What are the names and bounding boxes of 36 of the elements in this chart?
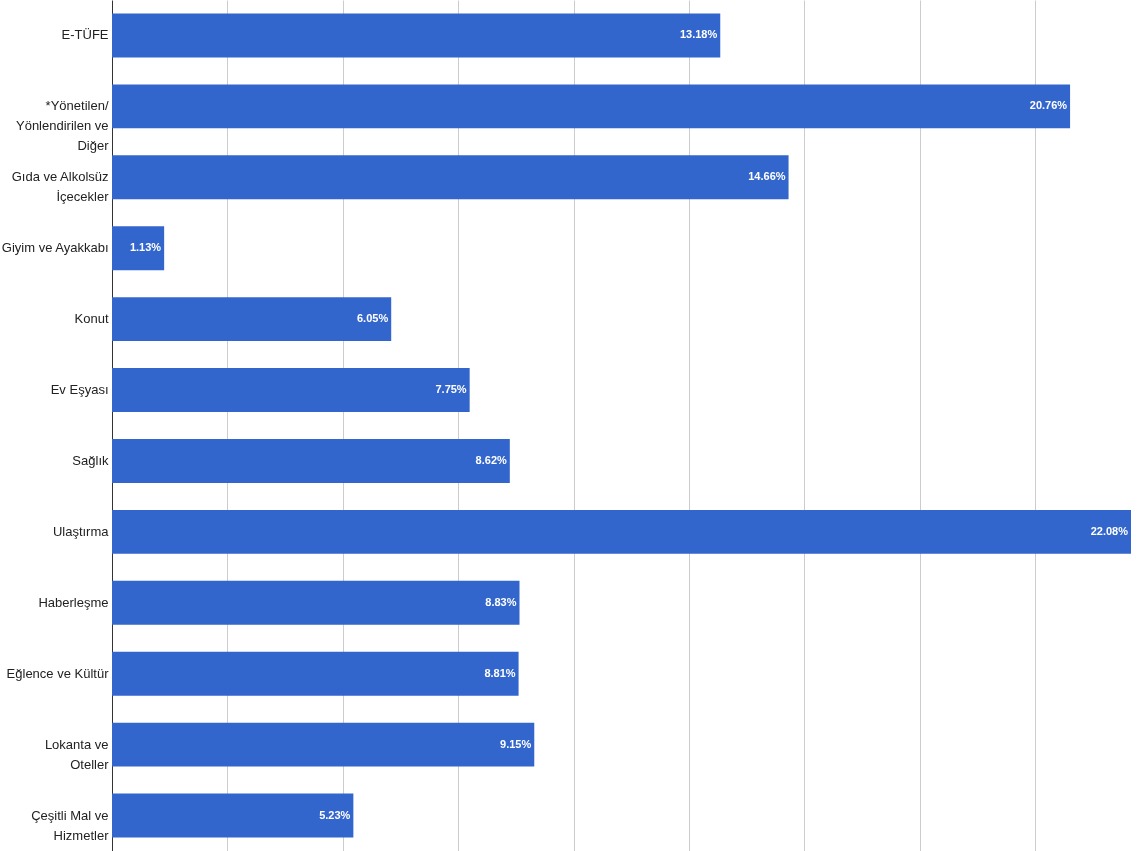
bar: [112, 722, 535, 767]
data-label: 9.15%: [500, 737, 532, 750]
data-label: 6.05%: [357, 312, 389, 325]
y-tick-label: Konut: [74, 311, 109, 327]
bar: [112, 84, 1071, 129]
bar: [112, 368, 470, 413]
y-tick-label: Eğlence ve Kültür: [6, 665, 110, 681]
bar: [112, 155, 789, 200]
data-label: 20.76%: [1029, 99, 1068, 112]
y-tick-label: Çeşitli Mal ve Hizmetler: [31, 807, 110, 843]
y-tick-label: Lokanta ve Oteller: [44, 736, 110, 772]
data-label: 8.81%: [484, 666, 516, 679]
y-tick-label: *Yönetilen/ Yönlendirilen ve Diğer: [15, 98, 110, 154]
y-tick-label: Ulaştırma: [52, 523, 110, 539]
bar: [112, 651, 519, 696]
bar: [112, 793, 354, 838]
data-label: 7.75%: [435, 383, 467, 396]
bar: [112, 438, 510, 483]
data-label: 14.66%: [748, 170, 786, 183]
y-tick-label: E-TÜFE: [61, 27, 109, 43]
y-tick-label: Ev Eşyası: [50, 382, 109, 398]
data-label: 5.23%: [319, 808, 351, 821]
bar: [112, 580, 520, 625]
data-label: 22.08%: [1090, 524, 1129, 537]
data-label: 8.83%: [485, 595, 517, 608]
data-label: 13.18%: [679, 28, 718, 41]
y-tick-label: Sağlık: [72, 452, 109, 468]
bar: [112, 297, 392, 342]
y-tick-label: Haberleşme: [38, 594, 109, 610]
y-tick-label: Gıda ve Alkolsüz İçecekler: [11, 169, 110, 205]
data-label: 1.13%: [129, 241, 162, 254]
data-label: 8.62%: [475, 453, 508, 466]
y-tick-label: Giyim ve Ayakkabı: [1, 240, 109, 256]
bar: [112, 509, 1131, 554]
bar: [112, 226, 165, 271]
bar: [112, 13, 721, 58]
